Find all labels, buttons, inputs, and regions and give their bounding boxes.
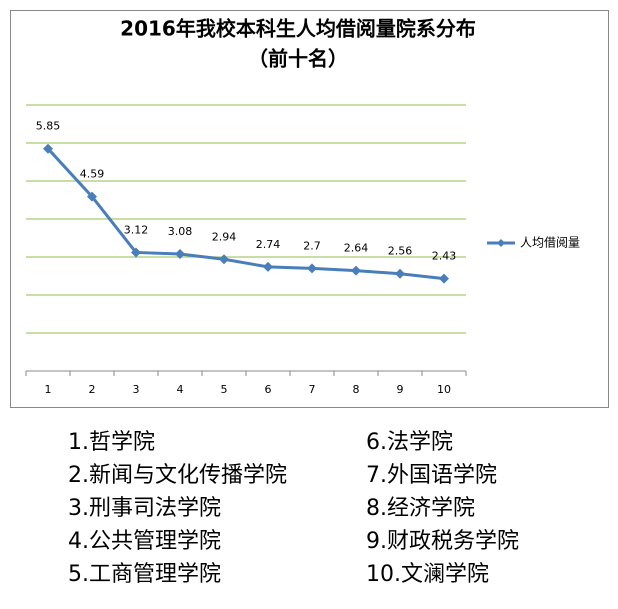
college-item: 8.经济学院 — [366, 496, 475, 521]
point-marker — [175, 248, 185, 259]
point-marker — [351, 265, 361, 276]
x-tick-label: 1 — [45, 383, 52, 396]
legend-marker — [497, 239, 505, 247]
x-tick-label: 8 — [353, 383, 360, 396]
chart-frame — [10, 10, 609, 408]
data-label: 5.85 — [36, 120, 61, 133]
data-label: 2.94 — [212, 230, 237, 243]
point-marker — [43, 143, 53, 154]
point-marker — [307, 263, 317, 274]
x-tick-label: 7 — [309, 383, 316, 396]
x-tick-label: 5 — [221, 383, 228, 396]
college-item: 9.财政税务学院 — [366, 529, 519, 554]
x-tick-label: 2 — [89, 383, 96, 396]
point-marker — [219, 254, 229, 265]
point-marker — [439, 273, 449, 284]
college-item: 3.刑事司法学院 — [68, 496, 221, 521]
data-label: 4.59 — [80, 168, 105, 181]
point-marker — [263, 261, 273, 272]
college-item: 4.公共管理学院 — [68, 529, 221, 554]
college-item: 6.法学院 — [366, 430, 453, 455]
data-label: 2.64 — [344, 242, 369, 255]
point-marker — [87, 191, 97, 202]
series-line — [46, 147, 445, 281]
x-tick-label: 4 — [177, 383, 184, 396]
x-tick-label: 6 — [265, 383, 272, 396]
college-item: 5.工商管理学院 — [68, 562, 221, 587]
data-label: 2.56 — [388, 245, 413, 258]
data-label: 3.12 — [124, 223, 149, 236]
college-item: 1.哲学院 — [68, 430, 155, 455]
x-tick-label: 3 — [133, 383, 140, 396]
college-item: 2.新闻与文化传播学院 — [68, 463, 287, 488]
chart-title: 2016年我校本科生人均借阅量院系分布 — [120, 17, 476, 41]
college-item: 7.外国语学院 — [366, 463, 497, 488]
legend-label: 人均借阅量 — [520, 236, 580, 250]
point-marker — [395, 268, 405, 279]
college-item: 10.文澜学院 — [366, 562, 489, 587]
data-label: 3.08 — [168, 225, 193, 238]
x-tick-label: 9 — [397, 383, 404, 396]
data-label: 2.74 — [256, 238, 281, 251]
chart-subtitle: （前十名） — [248, 47, 348, 71]
data-label: 2.7 — [303, 239, 321, 252]
point-marker — [131, 247, 141, 258]
data-label: 2.43 — [432, 250, 457, 263]
x-tick-label: 10 — [437, 383, 451, 396]
